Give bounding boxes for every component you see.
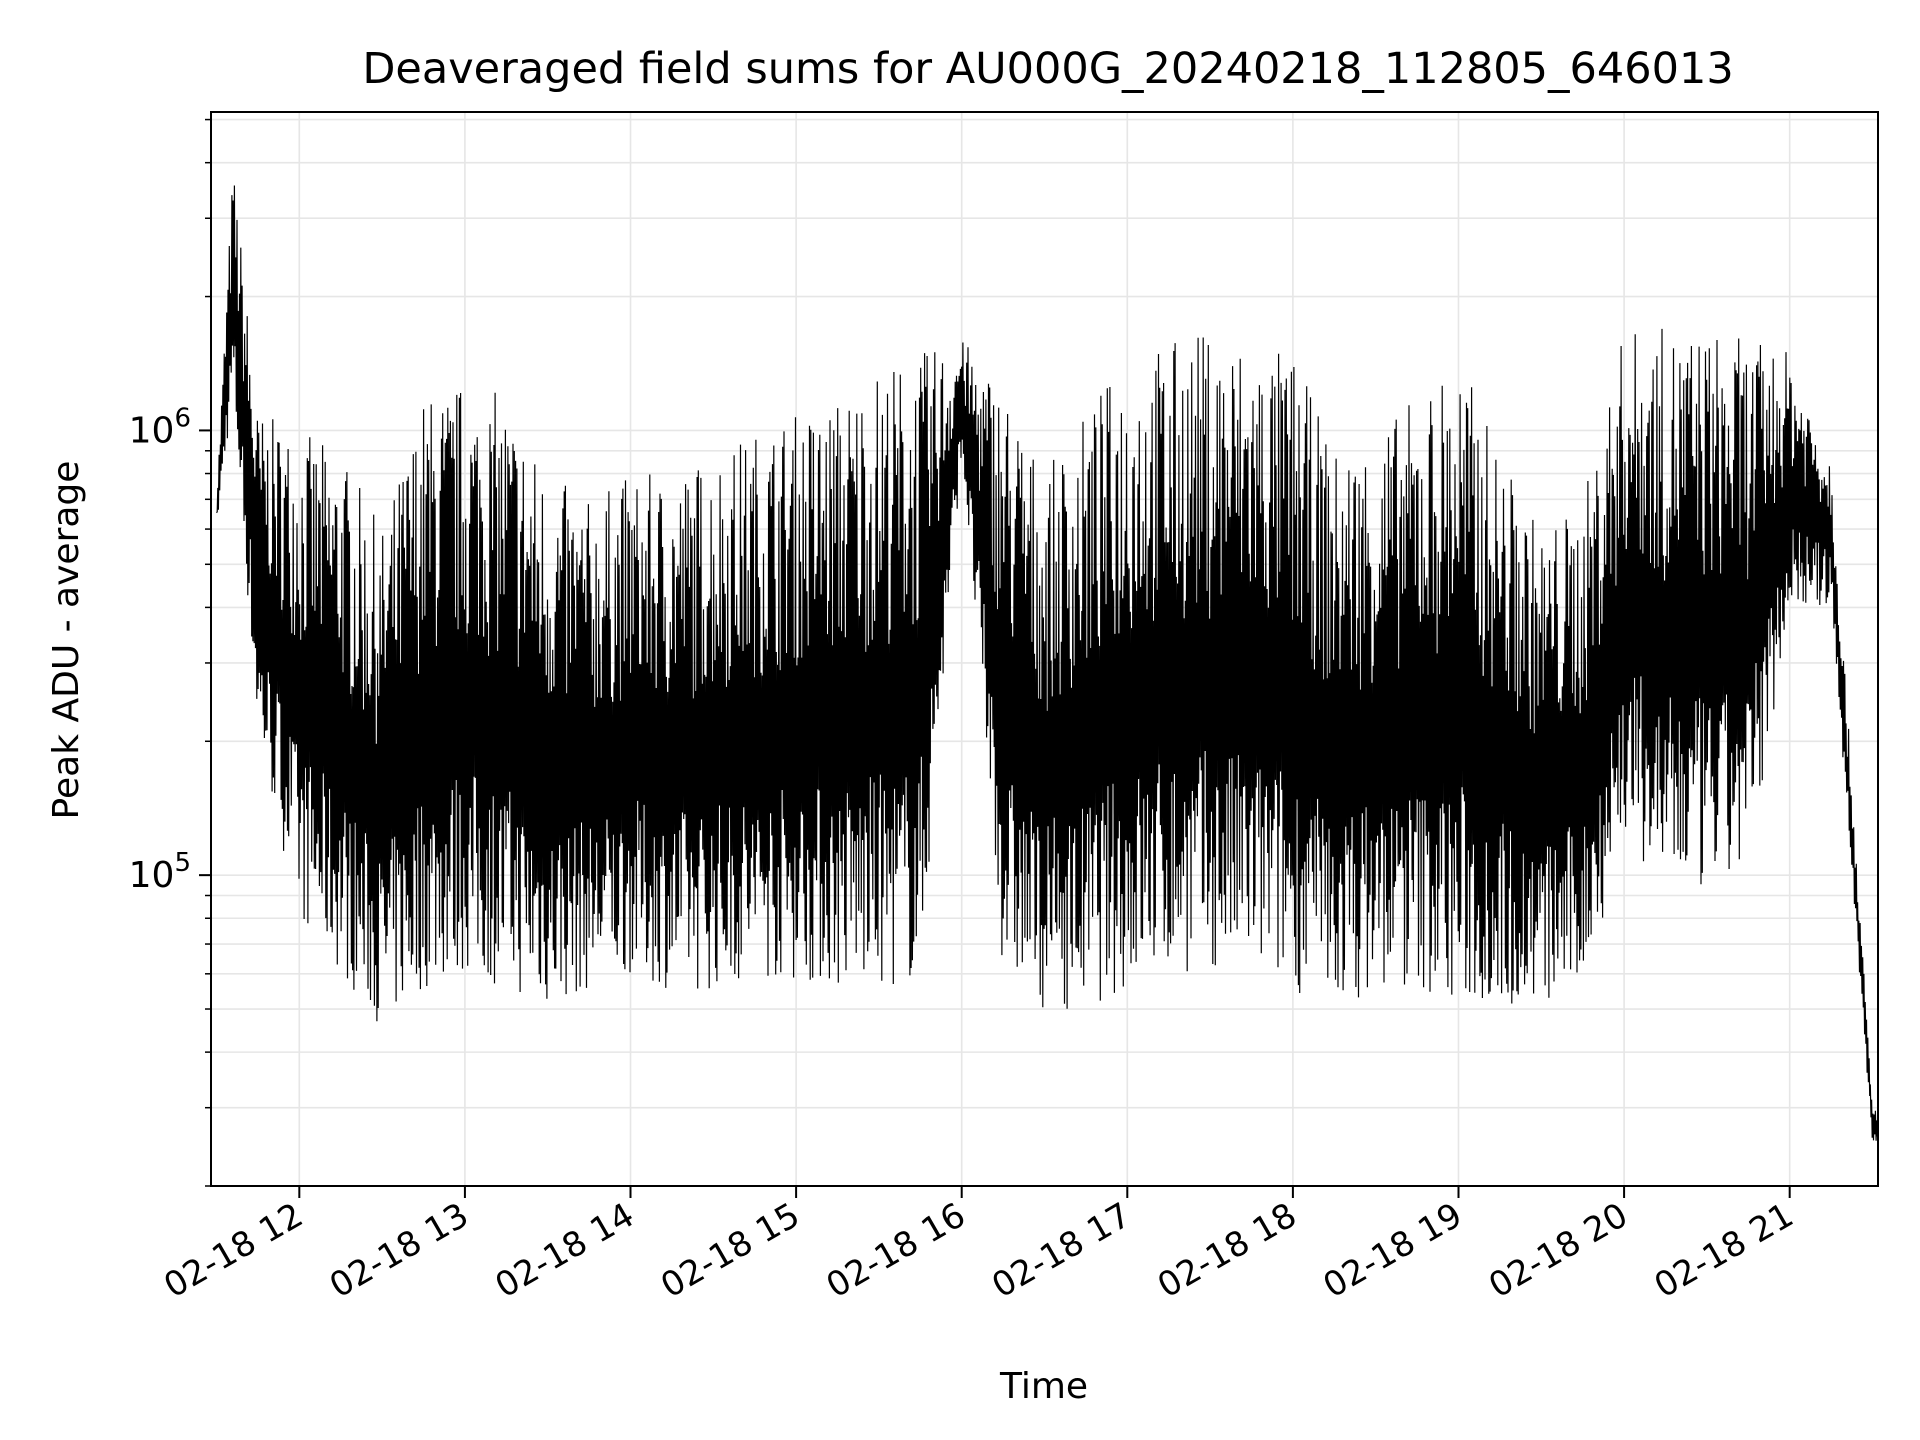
chart-title: Deaveraged field sums for AU000G_2024021…: [362, 44, 1733, 94]
y-axis-label: Peak ADU - average: [46, 461, 87, 820]
y-axis: 105 106: [129, 118, 211, 1187]
x-tick-label: 02-18 19: [1317, 1195, 1469, 1306]
plot-frame: [210, 111, 1879, 1187]
x-tick-label: 02-18 21: [1648, 1195, 1800, 1306]
x-tick-label: 02-18 18: [1151, 1195, 1303, 1306]
x-tick-label: 02-18 15: [654, 1195, 806, 1306]
x-tick-label: 02-18 17: [985, 1195, 1137, 1306]
y-tick-label: 105: [129, 848, 191, 896]
series-trace: [216, 185, 1879, 1141]
x-axis-label: Time: [999, 1366, 1088, 1407]
x-tick-label: 02-18 13: [323, 1195, 475, 1306]
x-axis: 02-18 12 02-18 13 02-18 14 02-18 15 02-18 16…: [157, 1186, 1800, 1306]
y-tick-label: 106: [129, 403, 191, 451]
x-tick-label: 02-18 12: [157, 1195, 309, 1306]
x-tick-label: 02-18 14: [489, 1195, 641, 1306]
x-tick-label: 02-18 20: [1482, 1195, 1634, 1306]
x-tick-label: 02-18 16: [820, 1195, 972, 1306]
series-line: [216, 185, 1879, 1141]
